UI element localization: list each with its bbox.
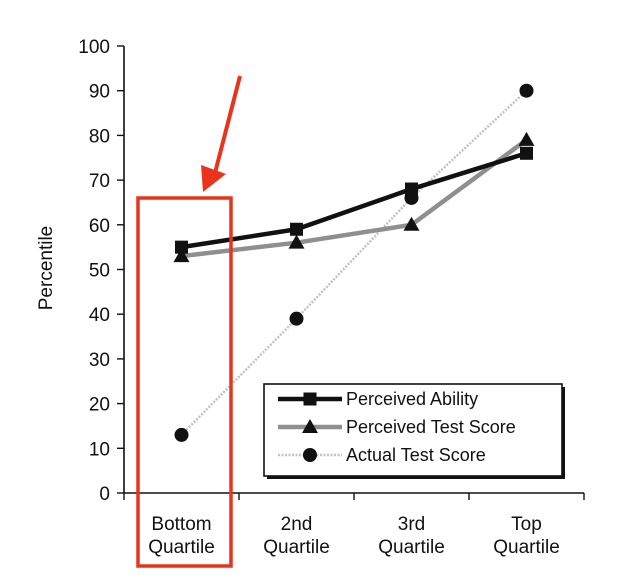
data-point-circle xyxy=(519,83,534,98)
x-tick-label-line: 3rd xyxy=(398,514,425,535)
x-tick-label-line: Quartile xyxy=(493,537,560,558)
legend-label: Perceived Test Score xyxy=(346,417,516,437)
y-tick-label: 70 xyxy=(89,171,110,192)
data-point-square xyxy=(405,182,418,196)
legend-label: Perceived Ability xyxy=(346,389,478,409)
x-tick-label-line: Quartile xyxy=(148,537,215,558)
data-point-circle xyxy=(303,448,317,462)
data-point-square xyxy=(175,240,188,254)
chart-legend: Perceived Ability Perceived Test Score Act… xyxy=(263,383,565,479)
series-perceived-test-score xyxy=(173,131,535,263)
data-point-square xyxy=(290,222,303,236)
data-point-triangle xyxy=(173,248,190,263)
series-perceived-ability xyxy=(175,146,533,254)
series-line xyxy=(181,151,528,250)
data-point-square xyxy=(303,392,317,406)
highlight-box xyxy=(136,196,233,568)
annotation-layer xyxy=(136,75,242,568)
data-point-circle xyxy=(174,427,189,442)
x-tick-label-line: Quartile xyxy=(263,537,330,558)
annotation-arrow-shaft xyxy=(213,75,242,174)
x-tick-label: Top Quartile xyxy=(493,514,560,558)
y-tick-label: 0 xyxy=(99,484,110,505)
y-tick-label: 80 xyxy=(89,126,110,147)
y-tick-label: 60 xyxy=(89,216,110,237)
x-tick-label: 2nd Quartile xyxy=(263,514,330,558)
data-point-circle xyxy=(289,311,304,326)
x-tick-label-line: Quartile xyxy=(378,537,445,558)
y-tick-label: 10 xyxy=(89,439,110,460)
x-tick-label-line: 2nd xyxy=(281,514,313,535)
data-point-square xyxy=(520,146,533,160)
y-tick-label: 30 xyxy=(89,350,110,371)
y-axis-title: Percentile xyxy=(36,226,57,311)
data-point-triangle xyxy=(403,216,420,231)
series-line xyxy=(180,89,528,436)
y-tick-label: 40 xyxy=(89,305,110,326)
y-tick-label: 20 xyxy=(89,395,110,416)
x-tick-label: Bottom Quartile xyxy=(148,514,215,558)
legend-label: Actual Test Score xyxy=(346,445,486,465)
data-point-triangle xyxy=(302,419,318,433)
data-point-triangle xyxy=(288,234,305,249)
x-tick-label: 3rd Quartile xyxy=(378,514,445,558)
series-line xyxy=(181,138,528,259)
data-point-triangle xyxy=(518,131,535,146)
x-tick-label-line: Top xyxy=(511,514,542,535)
annotation-arrow-head xyxy=(201,165,226,192)
y-tick-label: 50 xyxy=(89,261,110,282)
x-tick-label-line: Bottom xyxy=(151,514,211,535)
y-tick-label: 100 xyxy=(78,37,110,58)
y-tick-label: 90 xyxy=(89,82,110,103)
series-layer xyxy=(173,83,535,442)
